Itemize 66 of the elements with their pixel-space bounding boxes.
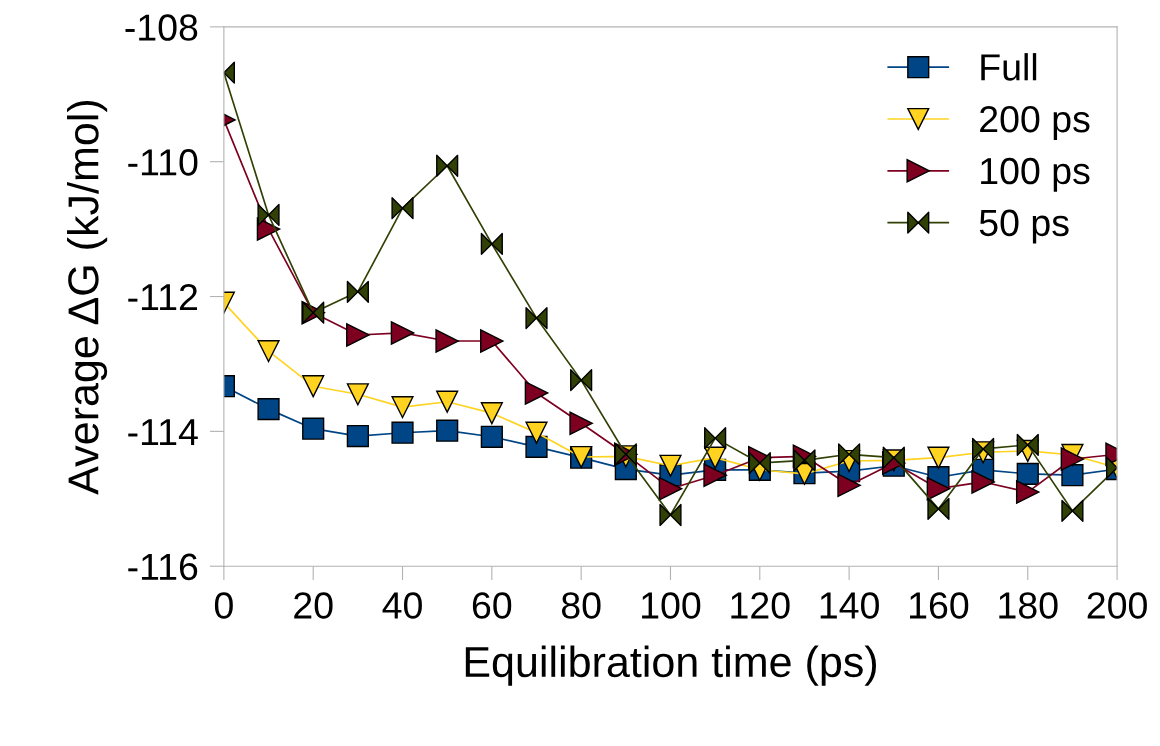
point — [748, 451, 771, 475]
point — [346, 323, 370, 347]
x-axis-title: Equilibration time (ps) — [465, 645, 876, 686]
point — [927, 497, 950, 521]
point — [302, 417, 325, 440]
point — [524, 381, 549, 405]
x-tick-label: 0 — [214, 592, 233, 619]
point — [391, 197, 414, 220]
point — [838, 443, 861, 466]
point — [971, 470, 995, 494]
legend-label: 50 ps — [979, 209, 1069, 244]
point — [435, 329, 459, 353]
point — [257, 203, 280, 227]
y-tick-label: -112 — [128, 283, 197, 311]
point — [346, 424, 369, 448]
point — [659, 454, 682, 477]
point — [391, 421, 414, 444]
y-tick-label: -108 — [125, 14, 198, 41]
point — [346, 280, 369, 303]
x-tick-label: 100 — [642, 592, 701, 619]
point — [1061, 499, 1084, 523]
x-tick-label: 200 — [1087, 592, 1147, 619]
legend-label: Full — [981, 53, 1037, 81]
point — [570, 369, 593, 392]
point — [704, 427, 727, 450]
point — [480, 329, 504, 353]
point — [480, 232, 503, 256]
point — [837, 473, 861, 498]
y-tick-label: -110 — [128, 149, 198, 176]
point — [926, 476, 951, 501]
x-tick-label: 180 — [999, 592, 1058, 619]
point — [1061, 464, 1084, 487]
point — [391, 395, 414, 419]
point — [302, 375, 325, 398]
legend-label: 200 ps — [980, 105, 1090, 140]
point — [703, 463, 727, 488]
point — [659, 503, 682, 527]
point — [390, 321, 415, 345]
point — [436, 419, 459, 442]
point — [793, 449, 816, 472]
point — [480, 425, 503, 448]
y-axis-title: Average ΔG (kJ/mol) — [67, 100, 108, 495]
x-tick-label: 80 — [561, 592, 601, 619]
point — [257, 398, 280, 421]
point — [257, 340, 280, 363]
point — [346, 383, 369, 406]
x-tick-label: 20 — [294, 592, 333, 619]
y-tick-label: -114 — [128, 419, 198, 445]
point — [436, 390, 459, 413]
point — [927, 446, 950, 469]
point — [1016, 433, 1039, 456]
x-tick-label: 120 — [731, 592, 790, 619]
x-tick-label: 60 — [472, 592, 512, 619]
x-tick-label: 160 — [910, 592, 969, 619]
y-tick-label: -116 — [128, 553, 198, 581]
point — [436, 154, 459, 177]
point — [1015, 480, 1040, 504]
point — [525, 421, 548, 444]
legend-label: 100 ps — [981, 157, 1090, 192]
point — [1016, 462, 1039, 485]
point — [569, 411, 593, 436]
x-tick-label: 140 — [820, 592, 879, 619]
x-tick-label: 40 — [382, 592, 422, 619]
point — [525, 306, 548, 330]
point — [658, 476, 683, 501]
point — [480, 402, 503, 425]
